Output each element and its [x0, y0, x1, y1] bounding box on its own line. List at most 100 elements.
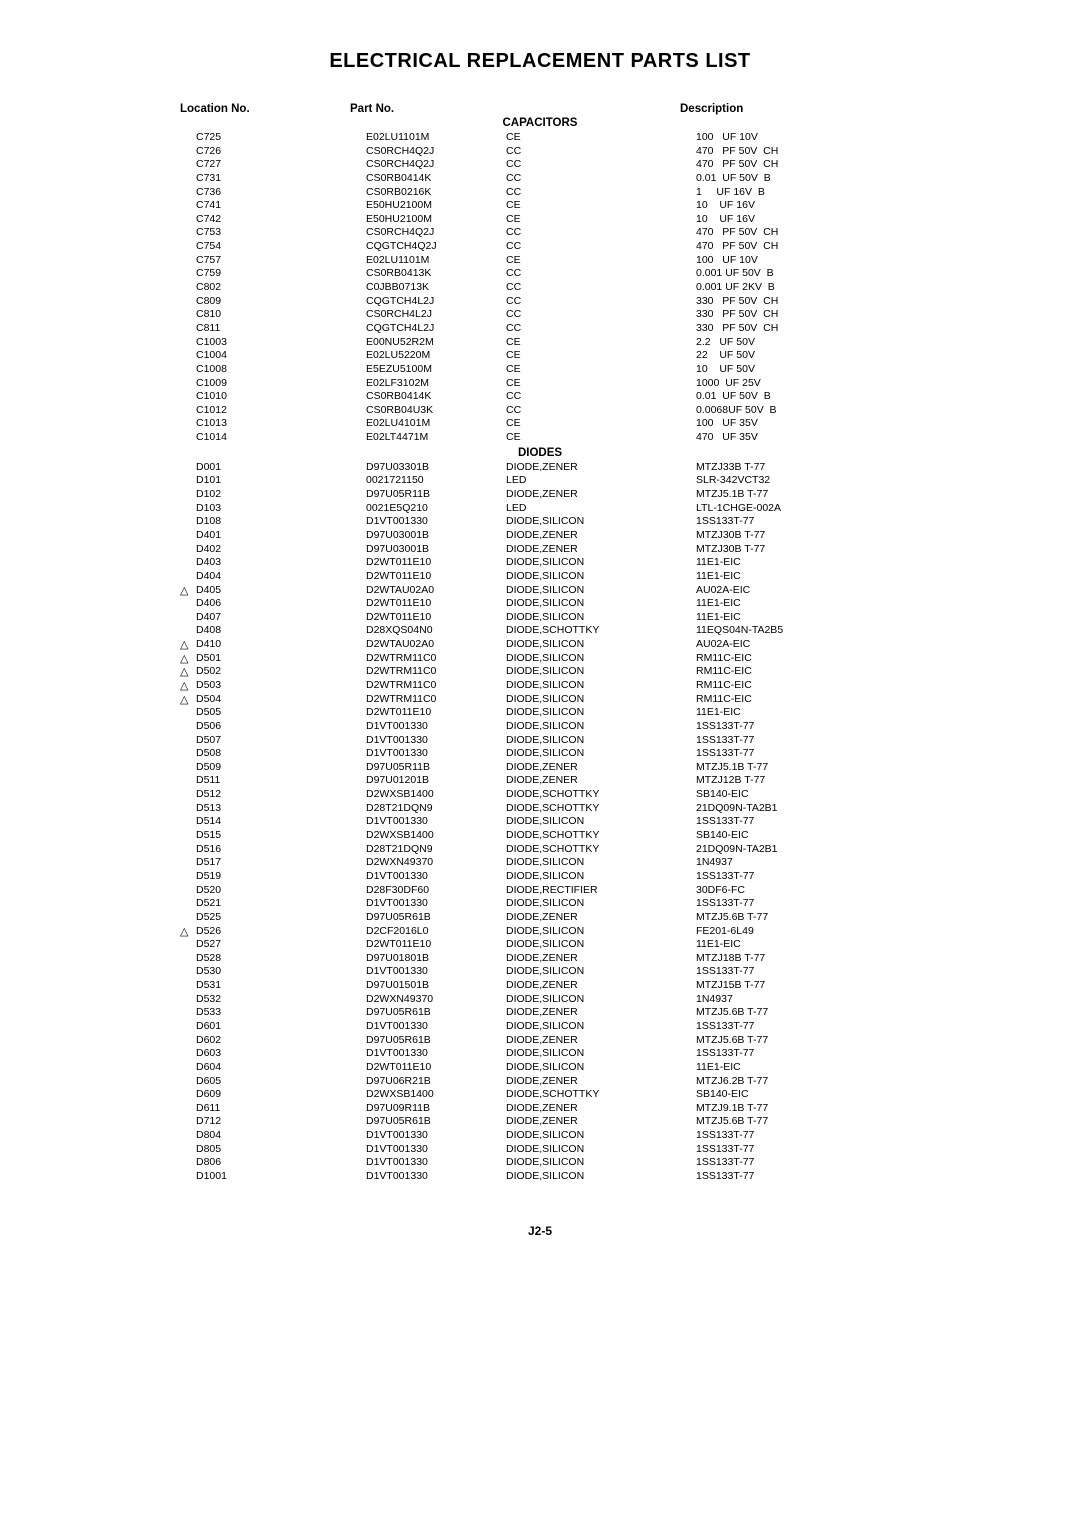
- cell-location: D532: [140, 993, 366, 1007]
- cell-type: CC: [506, 390, 676, 404]
- cell-part: C0JBB0713K: [366, 281, 506, 295]
- cell-part: D1VT001330: [366, 747, 506, 761]
- cell-type: DIODE,ZENER: [506, 1006, 676, 1020]
- table-row: D508D1VT001330DIODE,SILICON1SS133T-77: [140, 747, 940, 761]
- table-row: C753CS0RCH4Q2JCC470 PF 50V CH: [140, 226, 940, 240]
- table-row: D609D2WXSB1400DIODE,SCHOTTKYSB140-EIC: [140, 1088, 940, 1102]
- cell-type: CE: [506, 377, 676, 391]
- cell-description: 0.01 UF 50V B: [676, 390, 940, 404]
- cell-type: CC: [506, 322, 676, 336]
- cell-part: D1VT001330: [366, 897, 506, 911]
- table-row: D406D2WT011E10DIODE,SILICON11E1-EIC: [140, 597, 940, 611]
- cell-type: CE: [506, 363, 676, 377]
- cell-type: CE: [506, 417, 676, 431]
- cell-part: E02LU4101M: [366, 417, 506, 431]
- cell-type: DIODE,SILICON: [506, 734, 676, 748]
- table-row: C1008E5EZU5100MCE10 UF 50V: [140, 363, 940, 377]
- cell-type: DIODE,SCHOTTKY: [506, 624, 676, 638]
- cell-part: D2WT011E10: [366, 570, 506, 584]
- cell-description: 1SS133T-77: [676, 897, 940, 911]
- cell-description: 1SS133T-77: [676, 1170, 940, 1184]
- cell-location: D410: [140, 638, 366, 652]
- table-row: C1010CS0RB0414KCC0.01 UF 50V B: [140, 390, 940, 404]
- cell-location: D514: [140, 815, 366, 829]
- cell-description: SB140-EIC: [676, 829, 940, 843]
- cell-part: D2WXN49370: [366, 856, 506, 870]
- table-row: D402D97U03001BDIODE,ZENERMTZJ30B T-77: [140, 543, 940, 557]
- cell-location: D605: [140, 1075, 366, 1089]
- cell-description: SLR-342VCT32: [676, 474, 940, 488]
- cell-location: C757: [140, 254, 366, 268]
- cell-description: 30DF6-FC: [676, 884, 940, 898]
- table-row: C1013E02LU4101MCE100 UF 35V: [140, 417, 940, 431]
- cell-part: E02LT4471M: [366, 431, 506, 445]
- cell-location: D403: [140, 556, 366, 570]
- cell-description: 470 PF 50V CH: [676, 240, 940, 254]
- cell-location: C810: [140, 308, 366, 322]
- table-row: D505D2WT011E10DIODE,SILICON11E1-EIC: [140, 706, 940, 720]
- cell-description: SB140-EIC: [676, 788, 940, 802]
- table-row: D102D97U05R11BDIODE,ZENERMTZJ5.1B T-77: [140, 488, 940, 502]
- section-title: DIODES: [140, 447, 940, 459]
- cell-type: CC: [506, 172, 676, 186]
- cell-type: DIODE,ZENER: [506, 461, 676, 475]
- cell-type: CC: [506, 186, 676, 200]
- table-row: D501D2WTRM11C0DIODE,SILICONRM11C-EIC: [140, 652, 940, 666]
- cell-location: C1009: [140, 377, 366, 391]
- table-row: D517D2WXN49370DIODE,SILICON1N4937: [140, 856, 940, 870]
- table-row: C810CS0RCH4L2JCC330 PF 50V CH: [140, 308, 940, 322]
- cell-type: DIODE,SILICON: [506, 1020, 676, 1034]
- table-row: D519D1VT001330DIODE,SILICON1SS133T-77: [140, 870, 940, 884]
- cell-description: SB140-EIC: [676, 1088, 940, 1102]
- cell-location: D611: [140, 1102, 366, 1116]
- cell-location: C741: [140, 199, 366, 213]
- cell-type: DIODE,SCHOTTKY: [506, 829, 676, 843]
- table-row: D512D2WXSB1400DIODE,SCHOTTKYSB140-EIC: [140, 788, 940, 802]
- cell-location: D525: [140, 911, 366, 925]
- table-row: C757E02LU1101MCE100 UF 10V: [140, 254, 940, 268]
- cell-part: D2WT011E10: [366, 706, 506, 720]
- cell-part: D1VT001330: [366, 1170, 506, 1184]
- cell-type: DIODE,SILICON: [506, 1129, 676, 1143]
- cell-location: C809: [140, 295, 366, 309]
- cell-type: CC: [506, 281, 676, 295]
- table-row: D504D2WTRM11C0DIODE,SILICONRM11C-EIC: [140, 693, 940, 707]
- page-title: ELECTRICAL REPLACEMENT PARTS LIST: [140, 50, 940, 73]
- cell-location: D402: [140, 543, 366, 557]
- cell-part: D2WT011E10: [366, 556, 506, 570]
- cell-part: CS0RCH4Q2J: [366, 145, 506, 159]
- cell-location: C1008: [140, 363, 366, 377]
- cell-location: D515: [140, 829, 366, 843]
- cell-location: D601: [140, 1020, 366, 1034]
- header-part: Part No.: [350, 103, 490, 115]
- cell-description: 330 PF 50V CH: [676, 322, 940, 336]
- cell-type: DIODE,SILICON: [506, 856, 676, 870]
- cell-location: D609: [140, 1088, 366, 1102]
- table-row: C731CS0RB0414KCC0.01 UF 50V B: [140, 172, 940, 186]
- table-row: C726CS0RCH4Q2JCC470 PF 50V CH: [140, 145, 940, 159]
- cell-location: C742: [140, 213, 366, 227]
- cell-description: 21DQ09N-TA2B1: [676, 802, 940, 816]
- cell-part: CS0RCH4Q2J: [366, 158, 506, 172]
- table-row: D532D2WXN49370DIODE,SILICON1N4937: [140, 993, 940, 1007]
- cell-location: D102: [140, 488, 366, 502]
- cell-location: D505: [140, 706, 366, 720]
- cell-location: C1013: [140, 417, 366, 431]
- cell-location: C727: [140, 158, 366, 172]
- cell-part: D97U03001B: [366, 543, 506, 557]
- table-row: D401D97U03001BDIODE,ZENERMTZJ30B T-77: [140, 529, 940, 543]
- cell-type: LED: [506, 474, 676, 488]
- table-row: D503D2WTRM11C0DIODE,SILICONRM11C-EIC: [140, 679, 940, 693]
- cell-type: DIODE,SILICON: [506, 597, 676, 611]
- cell-description: MTZJ5.6B T-77: [676, 1034, 940, 1048]
- cell-location: D103: [140, 502, 366, 516]
- cell-type: DIODE,SILICON: [506, 556, 676, 570]
- cell-type: DIODE,SCHOTTKY: [506, 788, 676, 802]
- cell-type: DIODE,SILICON: [506, 1143, 676, 1157]
- table-row: D514D1VT001330DIODE,SILICON1SS133T-77: [140, 815, 940, 829]
- cell-part: D1VT001330: [366, 734, 506, 748]
- cell-part: D1VT001330: [366, 870, 506, 884]
- cell-description: 0.001 UF 50V B: [676, 267, 940, 281]
- cell-description: 330 PF 50V CH: [676, 308, 940, 322]
- cell-location: D108: [140, 515, 366, 529]
